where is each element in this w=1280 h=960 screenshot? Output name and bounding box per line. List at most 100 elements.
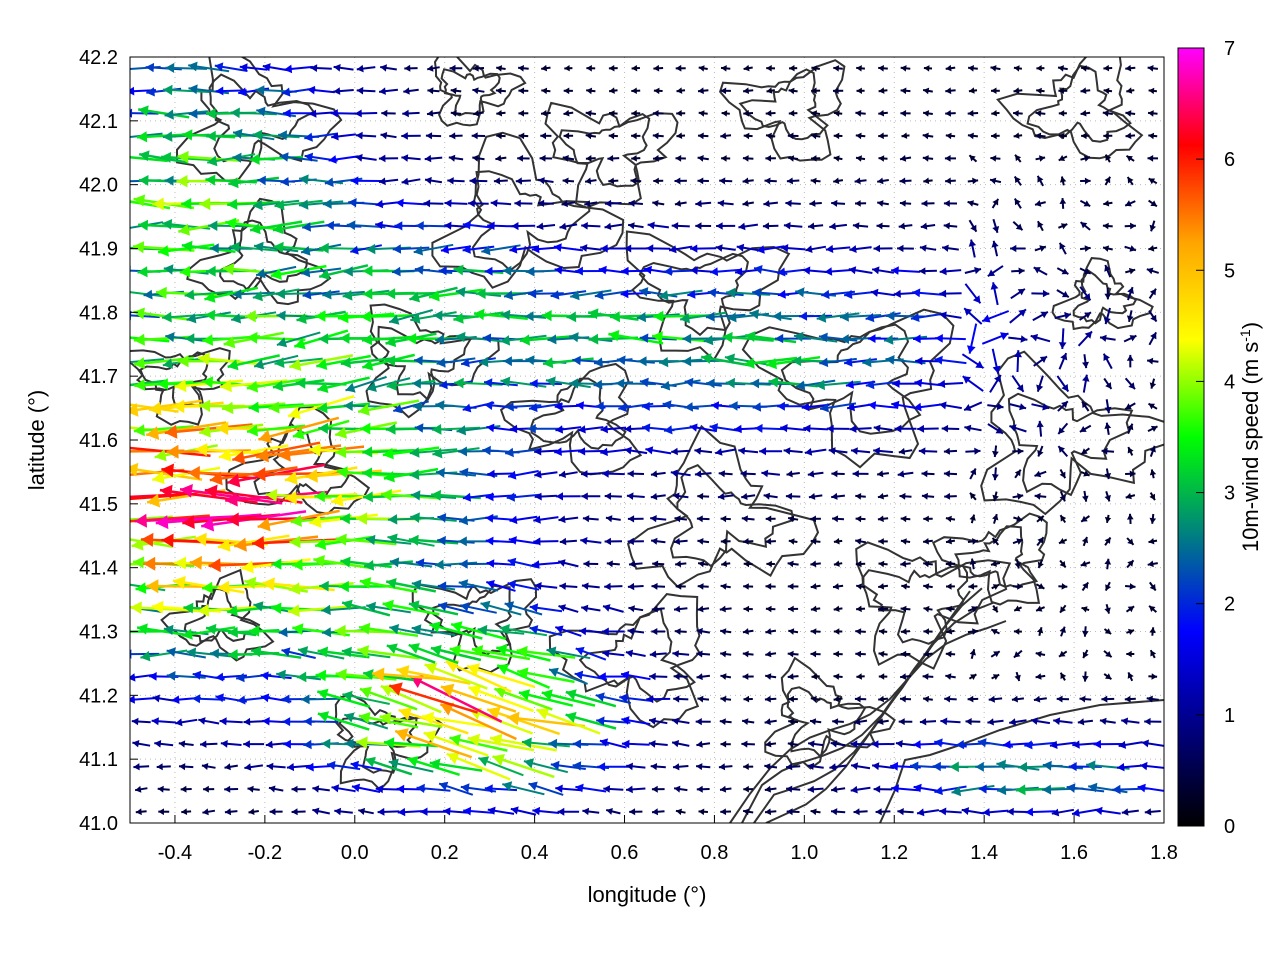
wind-vector <box>1013 175 1022 186</box>
wind-vector <box>600 244 626 253</box>
wind-vector <box>684 377 722 388</box>
wind-vector <box>1126 87 1135 94</box>
wind-vector <box>878 155 888 162</box>
wind-vector <box>157 243 215 257</box>
terrain-contour <box>431 131 625 289</box>
x-tick-label: -0.2 <box>248 842 282 864</box>
wind-vector <box>901 583 910 590</box>
wind-vector <box>619 693 653 703</box>
wind-vector <box>990 65 1001 72</box>
wind-vector <box>608 65 618 72</box>
wind-vector <box>1121 717 1140 725</box>
wind-vector <box>940 717 961 726</box>
wind-vector <box>1144 808 1161 816</box>
wind-vector <box>518 87 529 95</box>
wind-vector <box>799 311 833 321</box>
wind-vector <box>1103 87 1113 95</box>
wind-vector <box>1127 671 1134 682</box>
wind-vector <box>897 244 914 253</box>
wind-vector <box>780 244 806 253</box>
wind-vector <box>1013 110 1023 117</box>
y-tick-label: 41.1 <box>79 749 118 771</box>
wind-vector <box>317 711 370 731</box>
wind-vector <box>830 740 846 748</box>
wind-vector <box>749 309 792 321</box>
wind-vector <box>258 416 340 444</box>
wind-vector <box>1124 245 1137 252</box>
wind-vector <box>393 400 429 414</box>
wind-vector <box>1010 244 1026 253</box>
wind-vector <box>1104 287 1112 300</box>
wind-vector <box>696 785 710 793</box>
wind-vector <box>722 331 774 343</box>
wind-vector <box>738 447 759 455</box>
wind-vector <box>676 110 686 117</box>
wind-vector <box>969 649 976 660</box>
wind-vector <box>1125 110 1136 117</box>
wind-vector <box>154 740 174 748</box>
wind-vector <box>408 643 459 665</box>
wind-vector <box>1127 446 1134 456</box>
wind-vector <box>604 537 623 546</box>
wind-vector <box>420 807 447 816</box>
wind-vector <box>969 468 977 480</box>
wind-vector <box>1035 110 1046 117</box>
wind-vector <box>833 132 843 140</box>
wind-vector <box>414 423 453 433</box>
wind-vector <box>1058 132 1068 140</box>
wind-vector <box>989 374 1002 393</box>
wind-vector <box>853 808 868 816</box>
wind-vector <box>1037 445 1044 457</box>
wind-vector <box>875 808 891 816</box>
wind-vector <box>675 155 686 162</box>
wind-vector <box>658 289 703 301</box>
wind-vector <box>991 87 1000 94</box>
wind-vector <box>423 730 489 757</box>
wind-vector <box>206 130 257 142</box>
wind-vector <box>877 718 889 725</box>
wind-vector <box>1081 606 1090 613</box>
wind-vector <box>493 177 508 185</box>
wind-vector <box>1058 538 1068 545</box>
colorbar-tick-label: 0 <box>1224 816 1235 838</box>
wind-vector <box>650 515 667 523</box>
wind-vector <box>765 538 776 545</box>
wind-vector <box>729 401 768 411</box>
wind-vector <box>672 492 689 500</box>
wind-vector <box>671 222 690 230</box>
wind-vector <box>514 199 533 208</box>
wind-vector <box>895 740 916 748</box>
wind-vector <box>133 307 195 322</box>
wind-vector <box>1116 763 1144 772</box>
wind-vector <box>921 470 935 478</box>
wind-vector <box>330 109 357 118</box>
wind-vector <box>559 582 578 590</box>
wind-vector <box>629 808 643 816</box>
wind-vector <box>246 377 306 393</box>
wind-vector <box>867 334 899 343</box>
wind-vector <box>1013 65 1023 72</box>
wind-vector <box>246 424 306 437</box>
wind-vector <box>743 763 754 770</box>
terrain-contour <box>411 578 538 674</box>
wind-vector <box>1093 739 1123 749</box>
terrain-contour <box>432 584 512 656</box>
wind-vector <box>764 808 777 816</box>
coastline-contour <box>765 620 1007 823</box>
wind-vector <box>383 467 439 483</box>
wind-vector <box>720 538 731 545</box>
wind-vector <box>563 132 574 140</box>
wind-vector <box>696 740 711 748</box>
wind-vector <box>900 628 911 635</box>
wind-vector <box>626 785 646 794</box>
wind-vector <box>1126 176 1134 186</box>
wind-vector <box>900 538 911 545</box>
wind-vector <box>1148 87 1157 95</box>
wind-vector <box>394 728 473 759</box>
wind-vector <box>946 628 955 635</box>
wind-vector <box>365 534 412 546</box>
wind-vector <box>502 781 545 796</box>
wind-vector <box>717 492 734 501</box>
wind-vector <box>1010 288 1026 300</box>
wind-vector <box>325 220 362 231</box>
